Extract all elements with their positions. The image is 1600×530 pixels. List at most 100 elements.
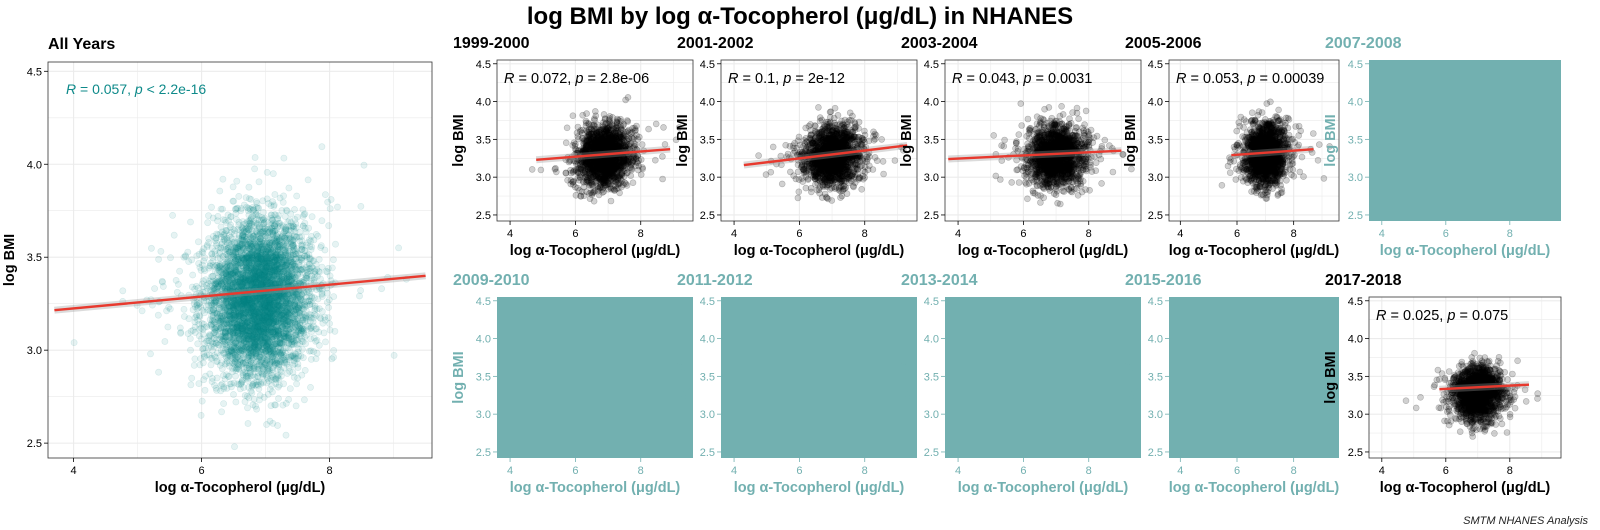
data-point (282, 251, 289, 259)
data-point (249, 314, 256, 322)
data-point (244, 204, 252, 212)
data-point (315, 305, 323, 312)
data-point (307, 237, 315, 245)
data-point (304, 239, 312, 246)
data-point (298, 237, 306, 244)
data-point (296, 340, 303, 348)
data-point (283, 370, 291, 377)
data-point (247, 195, 255, 203)
data-point (230, 306, 238, 314)
data-point (378, 285, 385, 293)
data-point (238, 377, 246, 385)
data-point (244, 253, 251, 260)
data-point (194, 340, 202, 348)
data-point (289, 369, 297, 376)
data-point (221, 337, 229, 345)
data-point (325, 222, 333, 230)
data-point (276, 312, 284, 320)
data-point (230, 391, 237, 398)
data-point (164, 323, 172, 331)
data-point (263, 168, 271, 176)
data-point (238, 280, 246, 288)
data-point (253, 272, 261, 280)
data-point (237, 358, 244, 365)
data-point (246, 261, 254, 268)
data-point (205, 239, 213, 246)
data-point (70, 339, 78, 346)
data-point (256, 332, 264, 340)
data-point (356, 292, 363, 300)
data-point (188, 283, 196, 291)
data-point (226, 242, 234, 250)
data-point (208, 301, 216, 308)
data-point (276, 339, 283, 347)
data-point (210, 299, 218, 307)
data-point (281, 358, 288, 366)
data-point (237, 379, 245, 387)
data-point (219, 175, 227, 183)
data-point (266, 385, 274, 393)
data-point (277, 317, 285, 324)
data-point (278, 317, 286, 325)
data-point (321, 316, 329, 324)
data-point (244, 240, 252, 248)
data-point (159, 278, 166, 286)
data-point (227, 213, 235, 221)
data-point (258, 350, 266, 358)
data-point (318, 290, 326, 298)
data-point (269, 253, 277, 261)
data-point (239, 325, 246, 332)
data-point (311, 268, 319, 276)
data-point (174, 280, 182, 288)
data-point (268, 371, 276, 379)
data-point (202, 372, 209, 380)
data-point (187, 381, 195, 389)
data-point (304, 176, 312, 184)
data-point (265, 318, 273, 325)
data-point (301, 333, 308, 341)
data-point (221, 375, 229, 383)
data-point (237, 271, 245, 279)
data-point (187, 346, 194, 354)
data-point (307, 347, 315, 355)
data-point (285, 396, 292, 403)
data-point (207, 361, 215, 369)
data-point (195, 326, 203, 333)
data-point (180, 305, 188, 313)
data-point (238, 240, 246, 248)
data-point (332, 240, 339, 248)
data-point (176, 267, 183, 275)
data-point (357, 287, 364, 294)
data-point (322, 338, 329, 346)
data-point (227, 307, 235, 315)
data-point (251, 251, 258, 259)
data-point (278, 321, 286, 329)
data-point (223, 271, 231, 279)
data-point (170, 231, 178, 239)
data-point (292, 255, 300, 263)
data-point (207, 273, 215, 280)
data-point (184, 248, 192, 256)
data-point (257, 256, 264, 263)
data-point (321, 191, 329, 198)
data-point (208, 378, 216, 385)
data-point (227, 280, 234, 288)
data-point (255, 178, 263, 186)
data-point (165, 303, 173, 311)
data-point (239, 296, 247, 303)
data-point (216, 187, 224, 195)
data-point (318, 263, 326, 271)
data-point (239, 327, 247, 335)
data-point (278, 339, 286, 347)
data-point (270, 242, 278, 250)
data-point (244, 332, 252, 339)
data-point (187, 218, 194, 226)
data-point (262, 263, 270, 271)
data-point (236, 242, 244, 250)
data-point (314, 232, 322, 240)
data-point (245, 183, 253, 191)
data-point (217, 324, 224, 332)
data-point (247, 297, 255, 305)
data-point (289, 291, 297, 299)
